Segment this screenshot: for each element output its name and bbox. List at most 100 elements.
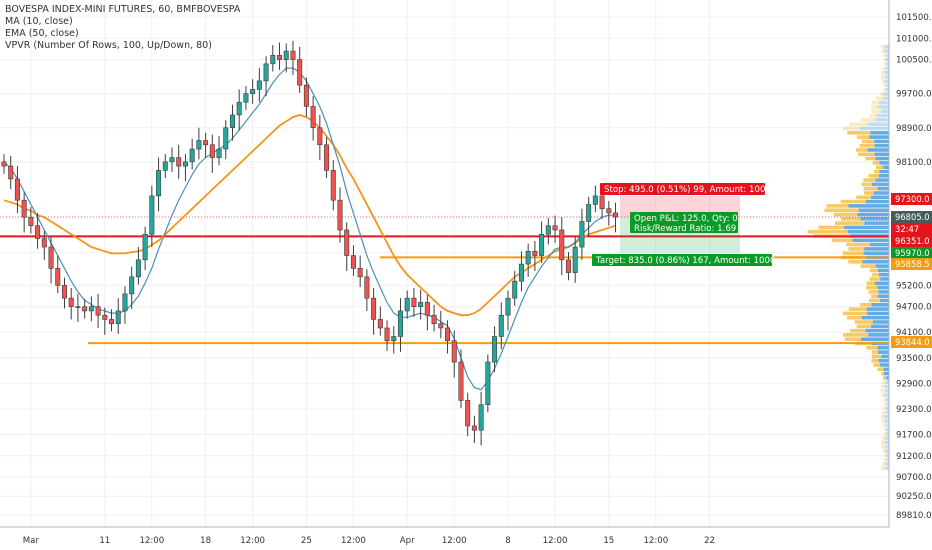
price-tick: 93500.0: [896, 354, 932, 364]
vpvr-bar-down: [874, 152, 889, 157]
vpvr-bar-down: [877, 346, 889, 350]
candle-body: [592, 195, 598, 205]
price-tick: 100500.0: [896, 56, 932, 66]
vpvr-bar-up: [840, 199, 866, 204]
vpvr-bar-up: [881, 410, 886, 415]
vpvr-legend[interactable]: VPVR (Number Of Rows, 100, Up/Down, 80): [5, 40, 212, 51]
vpvr-bar-up: [884, 453, 887, 458]
vpvr-bar-down: [876, 113, 889, 118]
price-tag-text: 97300.0: [895, 194, 930, 204]
candle-body: [545, 225, 551, 235]
price-axis[interactable]: 102000.0 101500.0 101000.0 100500.0 99700.0 9…: [888, 0, 932, 527]
vpvr-bar-down: [871, 182, 889, 187]
candle-body: [229, 114, 235, 129]
vpvr-bar-down: [874, 139, 889, 144]
vpvr-bar-up: [883, 406, 886, 410]
candle-body: [290, 50, 296, 60]
vpvr-bar-down: [884, 419, 889, 423]
vpvr-bar-down: [879, 100, 889, 105]
price-tag-text: 93844.0: [895, 337, 930, 347]
vpvr-bar-up: [841, 217, 861, 221]
vpvr-bar-up: [882, 53, 887, 58]
vpvr-bar-down: [882, 96, 889, 101]
vpvr-bar-up: [873, 363, 881, 367]
price-tick: 102000.0: [896, 0, 932, 2]
vpvr-bar-up: [882, 449, 886, 453]
candle-body: [102, 314, 108, 320]
candle-body: [391, 336, 397, 342]
vpvr-bar-up: [868, 290, 879, 294]
vpvr-bar-down: [878, 290, 889, 294]
vpvr-bar-down: [875, 156, 889, 161]
price-tick: 91700.0: [896, 430, 932, 440]
vpvr-bar-up: [883, 62, 887, 66]
vpvr-bar-down: [871, 303, 889, 307]
candle-body: [505, 297, 511, 316]
vpvr-bar-down: [857, 212, 889, 217]
candle-body: [156, 170, 162, 197]
candle-body: [8, 165, 14, 180]
price-tick: 90250.0: [896, 492, 932, 502]
vpvr-bar-down: [883, 165, 889, 169]
candle-body: [1, 161, 7, 167]
time-axis[interactable]: Mar 11 12:00 18 12:00 25 12:00 Apr 12:00 8 12:00 15…: [0, 526, 889, 546]
price-tick: 91200.0: [896, 452, 932, 462]
vpvr-bar-up: [860, 118, 875, 122]
vpvr-bar-down: [878, 105, 889, 109]
vpvr-bar-down: [885, 466, 889, 470]
ma-legend[interactable]: MA (10, close): [5, 16, 73, 27]
vpvr-bar-down: [885, 88, 889, 92]
candle-body: [324, 144, 330, 171]
vpvr-bar-down: [883, 92, 889, 96]
candle-body: [586, 204, 592, 222]
vpvr-bar-down: [885, 427, 889, 432]
position-tool[interactable]: Stop: 495.0 (0.51%) 99, Amount: 1000 Open…: [592, 183, 775, 266]
vpvr-bar-down: [847, 229, 889, 234]
vpvr-bar-down: [885, 406, 889, 410]
vpvr-bar-up: [870, 105, 879, 109]
vpvr-bar-up: [854, 320, 873, 324]
vpvr-bar-up: [849, 122, 868, 126]
target-label-text: Target: 835.0 (0.86%) 167, Amount: 1000: [595, 256, 775, 266]
vpvr-bar-up: [807, 229, 848, 234]
price-tag-text: 96805.0: [895, 212, 930, 222]
price-tick: 101500.0: [896, 13, 932, 23]
candle-body: [445, 327, 451, 342]
pnl-label-box: [630, 212, 738, 233]
vpvr-bar-up: [860, 303, 872, 307]
vpvr-bar-up: [842, 251, 864, 255]
vpvr-bar-up: [834, 221, 865, 225]
ema-legend[interactable]: EMA (50, close): [5, 28, 79, 39]
vpvr-bar-up: [871, 294, 878, 298]
candle-body: [471, 425, 477, 431]
vpvr-bar-down: [878, 358, 889, 363]
vpvr-bar-down: [879, 169, 889, 174]
candle-body: [297, 59, 303, 86]
symbol-title[interactable]: BOVESPA INDEX-MINI FUTURES, 60, BMFBOVES…: [5, 4, 241, 15]
vpvr-bar-down: [883, 367, 889, 372]
candle-body: [223, 127, 229, 150]
candle-body: [599, 195, 605, 209]
candle-body: [189, 148, 195, 163]
time-tick: 12:00: [341, 536, 366, 546]
candle-body: [61, 285, 67, 299]
vpvr-bar-down: [884, 70, 889, 75]
candle-body: [552, 225, 558, 231]
price-tags: 97300.0 96805.0 32:47 96351.0 95970.095858.5…: [891, 193, 932, 348]
vpvr-bar-down: [864, 247, 889, 251]
candle-body: [68, 297, 74, 307]
candle-body: [48, 246, 54, 269]
vpvr-bar-down: [885, 449, 889, 453]
vpvr-bar-up: [882, 436, 886, 440]
vpvr-bar-down: [881, 354, 889, 359]
price-tag-text: 96351.0: [895, 236, 930, 246]
vpvr-bar-down: [869, 242, 889, 247]
candle-body: [169, 157, 175, 163]
vpvr-bar-down: [880, 363, 889, 367]
candle-body: [28, 216, 34, 227]
price-tag-box: [891, 211, 932, 223]
time-tick: 12:00: [240, 536, 265, 546]
candle-body: [203, 140, 209, 146]
vpvr-bar-down: [885, 57, 889, 62]
